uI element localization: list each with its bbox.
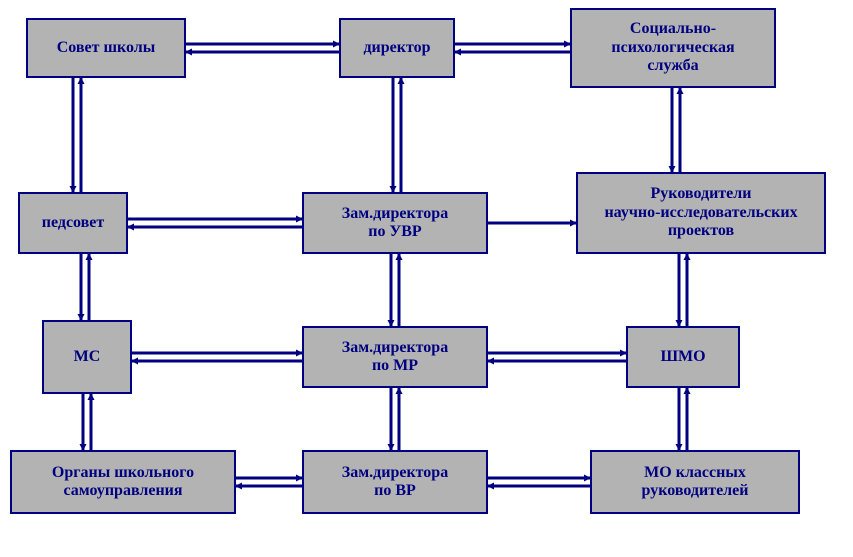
node-shmo: ШМО (626, 326, 740, 388)
node-sovet: Совет школы (26, 18, 186, 78)
node-ms: МС (42, 320, 132, 394)
node-label: Зам.директора по МР (342, 339, 448, 376)
node-zam-uvr: Зам.директора по УВР (302, 192, 488, 254)
diagram-stage: Совет школы директор Социально- психолог… (0, 0, 853, 557)
node-label: Руководители научно-исследовательских пр… (604, 185, 797, 240)
node-zam-vr: Зам.директора по ВР (302, 450, 488, 514)
node-organy: Органы школьного самоуправления (10, 450, 236, 514)
node-label: Зам.директора по УВР (342, 205, 448, 242)
node-label: Органы школьного самоуправления (52, 464, 194, 501)
node-label: МО классных руководителей (642, 464, 749, 501)
node-label: ШМО (660, 348, 705, 366)
node-label: директор (363, 39, 430, 57)
node-label: Совет школы (57, 39, 156, 57)
node-ruk-nip: Руководители научно-исследовательских пр… (576, 172, 826, 254)
node-sps: Социально- психологическая служба (570, 8, 776, 88)
node-mo-klass: МО классных руководителей (590, 450, 800, 514)
node-zam-mr: Зам.директора по МР (302, 326, 488, 388)
node-label: педсовет (42, 214, 105, 232)
node-label: Зам.директора по ВР (342, 464, 448, 501)
node-director: директор (339, 18, 455, 78)
node-pedsovet: педсовет (18, 192, 128, 254)
node-label: Социально- психологическая служба (611, 20, 734, 75)
node-label: МС (74, 348, 101, 366)
